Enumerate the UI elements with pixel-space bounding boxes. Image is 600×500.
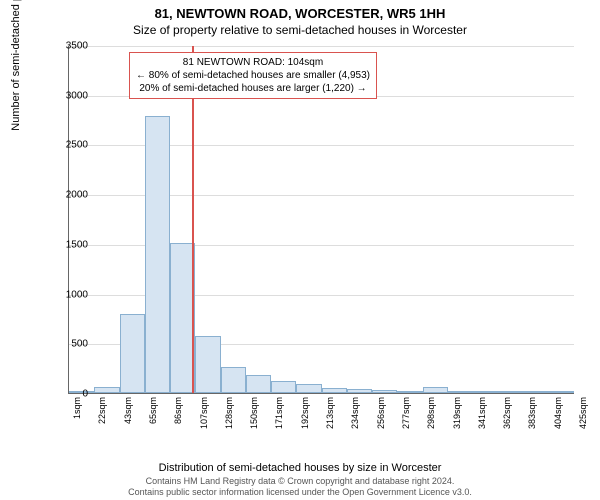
xtick-label: 277sqm	[401, 397, 411, 429]
bar	[246, 375, 271, 393]
xtick-label: 65sqm	[148, 397, 158, 424]
xtick-label: 22sqm	[97, 397, 107, 424]
xtick-label: 234sqm	[350, 397, 360, 429]
x-axis-label: Distribution of semi-detached houses by …	[0, 462, 600, 474]
bar	[195, 336, 220, 394]
xtick-label: 1sqm	[72, 397, 82, 419]
annotation-box: 81 NEWTOWN ROAD: 104sqm ← 80% of semi-de…	[129, 52, 377, 99]
ytick-label: 3000	[48, 90, 88, 101]
bar	[271, 381, 296, 393]
xtick-label: 383sqm	[527, 397, 537, 429]
ytick-label: 500	[48, 339, 88, 350]
xtick-label: 43sqm	[123, 397, 133, 424]
xtick-label: 171sqm	[274, 397, 284, 429]
bar	[473, 391, 498, 393]
title-main: 81, NEWTOWN ROAD, WORCESTER, WR5 1HH	[0, 0, 600, 21]
y-axis-label: Number of semi-detached properties	[10, 0, 22, 131]
xtick-label: 341sqm	[477, 397, 487, 429]
xtick-label: 298sqm	[426, 397, 436, 429]
ytick-label: 0	[48, 389, 88, 400]
bar	[372, 390, 397, 393]
bar	[423, 387, 448, 393]
bar	[145, 116, 170, 393]
xtick-label: 128sqm	[224, 397, 234, 429]
xtick-label: 213sqm	[325, 397, 335, 429]
bar	[120, 314, 145, 393]
bar	[549, 391, 574, 393]
ytick-label: 2500	[48, 140, 88, 151]
xtick-label: 362sqm	[502, 397, 512, 429]
bar	[397, 391, 422, 393]
bar	[498, 391, 523, 393]
chart-container: 81, NEWTOWN ROAD, WORCESTER, WR5 1HH Siz…	[0, 0, 600, 500]
xtick-label: 107sqm	[199, 397, 209, 429]
bar	[221, 367, 246, 393]
ytick-label: 1000	[48, 289, 88, 300]
xtick-label: 404sqm	[553, 397, 563, 429]
chart-area: 81 NEWTOWN ROAD: 104sqm ← 80% of semi-de…	[68, 46, 574, 394]
xtick-label: 425sqm	[578, 397, 588, 429]
footer-line-2: Contains public sector information licen…	[0, 487, 600, 498]
bar	[94, 387, 119, 393]
bar	[322, 388, 347, 393]
footer-line-1: Contains HM Land Registry data © Crown c…	[0, 476, 600, 487]
xtick-label: 256sqm	[376, 397, 386, 429]
footer: Contains HM Land Registry data © Crown c…	[0, 476, 600, 498]
annotation-line-3: 20% of semi-detached houses are larger (…	[136, 82, 370, 95]
annotation-line-2: ← 80% of semi-detached houses are smalle…	[136, 69, 370, 82]
ytick-label: 1500	[48, 239, 88, 250]
annotation-line-1: 81 NEWTOWN ROAD: 104sqm	[136, 56, 370, 69]
bar	[296, 384, 321, 393]
bar	[524, 391, 549, 393]
xtick-label: 192sqm	[300, 397, 310, 429]
ytick-label: 3500	[48, 41, 88, 52]
xtick-label: 150sqm	[249, 397, 259, 429]
ytick-label: 2000	[48, 190, 88, 201]
xtick-label: 319sqm	[452, 397, 462, 429]
bar	[448, 391, 473, 393]
bar	[347, 389, 372, 393]
title-sub: Size of property relative to semi-detach…	[0, 21, 600, 37]
plot-area: 81 NEWTOWN ROAD: 104sqm ← 80% of semi-de…	[68, 46, 574, 394]
xtick-label: 86sqm	[173, 397, 183, 424]
